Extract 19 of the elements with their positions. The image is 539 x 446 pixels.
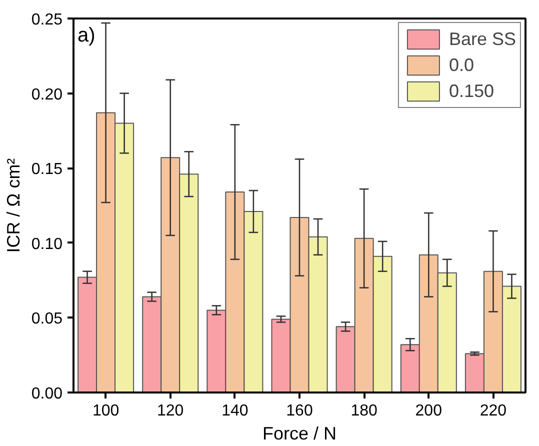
legend-label: Bare SS (448, 28, 516, 50)
x-tick-label: 200 (415, 402, 442, 420)
y-tick-label: 0.20 (31, 86, 63, 104)
x-tick-label: 100 (92, 402, 120, 420)
x-tick-label: 140 (222, 402, 248, 420)
x-axis-title: Force / N (262, 424, 337, 444)
y-tick-label: 0.10 (31, 236, 63, 253)
legend-label: 0.0 (448, 54, 474, 76)
x-tick-label: 160 (286, 402, 313, 420)
x-tick-label: 120 (157, 402, 184, 420)
legend-label: 0.150 (448, 80, 494, 102)
annotation: a) (78, 24, 96, 46)
y-tick-label: 0.25 (31, 12, 63, 28)
x-tick-label: 180 (350, 402, 378, 420)
y-axis-title: ICR / Ω cm² (3, 158, 24, 253)
y-tick-label: 0.00 (31, 386, 63, 402)
y-tick-label: 0.05 (31, 310, 63, 328)
x-tick-label: 220 (480, 402, 507, 420)
y-tick-label: 0.15 (31, 161, 63, 178)
